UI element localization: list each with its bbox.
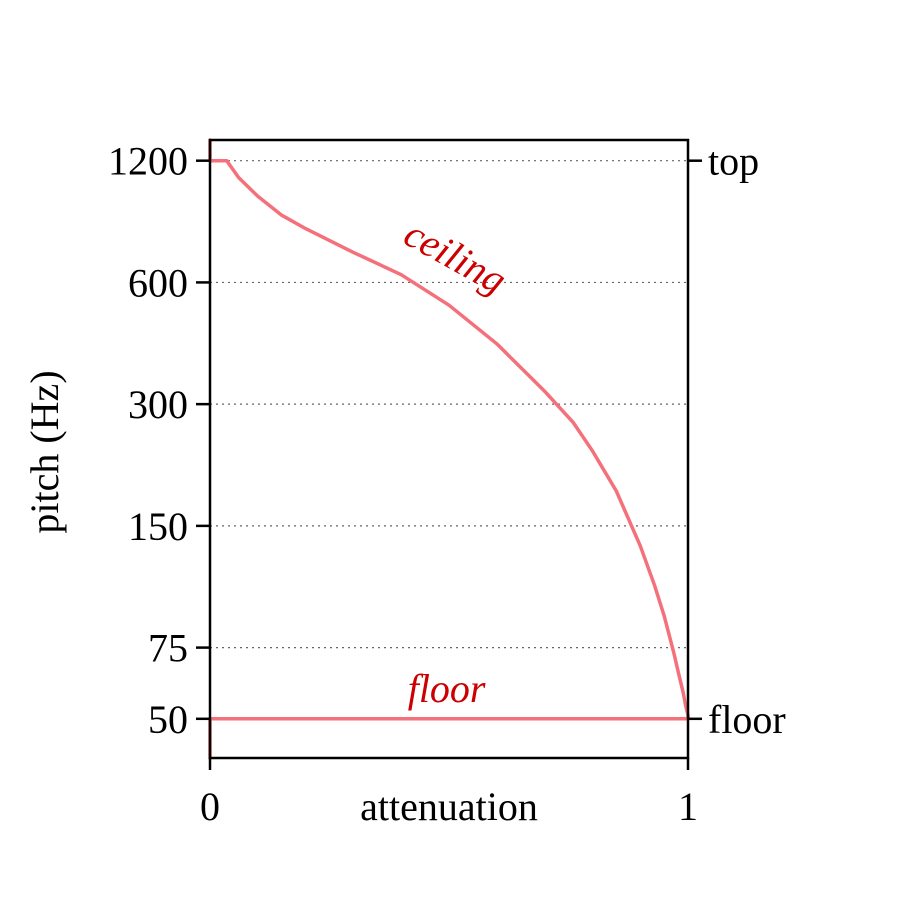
ceiling-annotation: ceiling — [397, 210, 514, 302]
y-axis-label: pitch (Hz) — [22, 370, 67, 533]
x-axis-label: attenuation — [360, 784, 538, 829]
right-axis-labels: top floor — [688, 139, 786, 742]
plot-frame — [208, 138, 690, 760]
series-line-ceiling — [208, 138, 690, 721]
y-tick-label: 150 — [128, 504, 188, 549]
right-axis-label: top — [708, 139, 759, 184]
y-tick-label: 50 — [148, 697, 188, 742]
x-tick-label: 1 — [678, 784, 698, 829]
series-line-floor — [208, 717, 690, 760]
y-ticks: 50 75 150 300 600 1200 — [108, 139, 210, 742]
right-axis-label: floor — [708, 697, 786, 742]
x-tick-label: 0 — [200, 784, 220, 829]
y-tick-label: 300 — [128, 382, 188, 427]
y-tick-label: 600 — [128, 260, 188, 305]
floor-annotation: floor — [408, 666, 486, 711]
annotations: ceiling floor — [397, 210, 514, 711]
y-tick-label: 75 — [148, 626, 188, 671]
y-tick-label: 1200 — [108, 139, 188, 184]
